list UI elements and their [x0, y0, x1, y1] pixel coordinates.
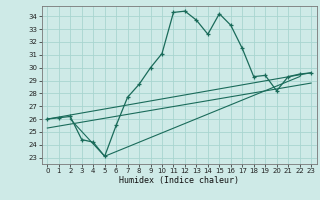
- X-axis label: Humidex (Indice chaleur): Humidex (Indice chaleur): [119, 176, 239, 185]
